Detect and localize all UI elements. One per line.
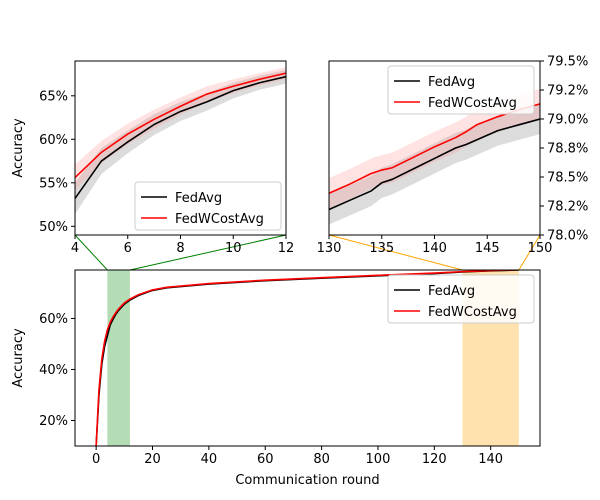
x-tick-label: 135 [369, 241, 394, 256]
legend-box [134, 181, 282, 231]
x-tick-label: 150 [528, 241, 553, 256]
y-tick-label: 78.5% [547, 171, 588, 186]
y-tick-label: 20% [39, 414, 68, 429]
x-tick-label: 140 [478, 452, 503, 467]
x-tick-label: 145 [475, 241, 500, 256]
y-tick-label: 65% [39, 89, 68, 104]
x-tick-label: 20 [144, 452, 161, 467]
y-axis-label: Accuracy [11, 328, 26, 388]
series-line-fedavg [329, 118, 540, 211]
y-tick-label: 78.2% [547, 200, 588, 215]
zoom-connector-line [74, 234, 108, 271]
axes-frame [74, 269, 541, 447]
plot-area [329, 88, 540, 225]
zoom-connector-line [328, 234, 463, 271]
x-tick-label: 12 [278, 241, 295, 256]
zoom-connectors [74, 234, 541, 271]
y-tick-label: 40% [39, 363, 68, 378]
x-tick-label: 80 [313, 452, 330, 467]
x-tick-label: 6 [124, 241, 132, 256]
legend-label: FedWCostAvg [175, 212, 264, 227]
band-fedwcostavg [329, 88, 540, 209]
x-tick-label: 40 [201, 452, 218, 467]
y-tick-label: 78.8% [547, 142, 588, 157]
x-tick-label: 10 [225, 241, 242, 256]
x-tick-label: 4 [71, 241, 79, 256]
series-line-fedavg [75, 75, 286, 199]
band-fedavg [329, 103, 540, 225]
y-tick-label: 60% [39, 133, 68, 148]
zoom-early-axes: 4 6 8 10 12 50% 55% 60% 65% Accuracy FedAvg FedWCos… [11, 60, 295, 256]
y-tick-label: 55% [39, 176, 68, 191]
x-tick-label: 130 [317, 241, 342, 256]
highlight-region-0 [107, 270, 130, 446]
x-axis-label: Communication round [235, 473, 379, 488]
legend: FedAvg FedWCostAvg [134, 181, 282, 231]
y-tick-label: 78.0% [547, 229, 588, 244]
zoom-connector-line [518, 234, 541, 271]
legend-label: FedAvg [428, 284, 475, 299]
legend-label: FedWCostAvg [428, 96, 517, 111]
zoom-connector-line [129, 234, 287, 271]
band-fedwcostavg [75, 67, 286, 191]
y-tick-label: 79.2% [547, 84, 588, 99]
legend: FedAvg FedWCostAvg [387, 65, 535, 115]
x-tick-label: 0 [92, 452, 100, 467]
series-line-fedwcostavg [75, 72, 286, 179]
x-tick-label: 60 [257, 452, 274, 467]
legend-label: FedAvg [428, 75, 475, 90]
y-tick-label: 79.5% [547, 55, 588, 70]
legend-box [387, 65, 535, 115]
legend-label: FedWCostAvg [428, 305, 517, 320]
y-tick-label: 60% [39, 312, 68, 327]
legend-box [387, 274, 535, 324]
x-tick-label: 100 [366, 452, 391, 467]
x-tick-label: 8 [176, 241, 184, 256]
x-tick-label: 140 [422, 241, 447, 256]
plot-area [75, 67, 286, 215]
y-tick-label: 79.0% [547, 113, 588, 128]
full-training-axes: 0 20 40 60 80 100 120 140 20% 40% 60% Accuracy Commu… [11, 269, 541, 488]
y-axis-label: Accuracy [11, 118, 26, 178]
x-tick-label: 120 [422, 452, 447, 467]
series-line-fedwcostavg [329, 103, 540, 194]
legend-label: FedAvg [175, 191, 222, 206]
y-tick-label: 50% [39, 220, 68, 235]
legend: FedAvg FedWCostAvg [387, 274, 535, 324]
